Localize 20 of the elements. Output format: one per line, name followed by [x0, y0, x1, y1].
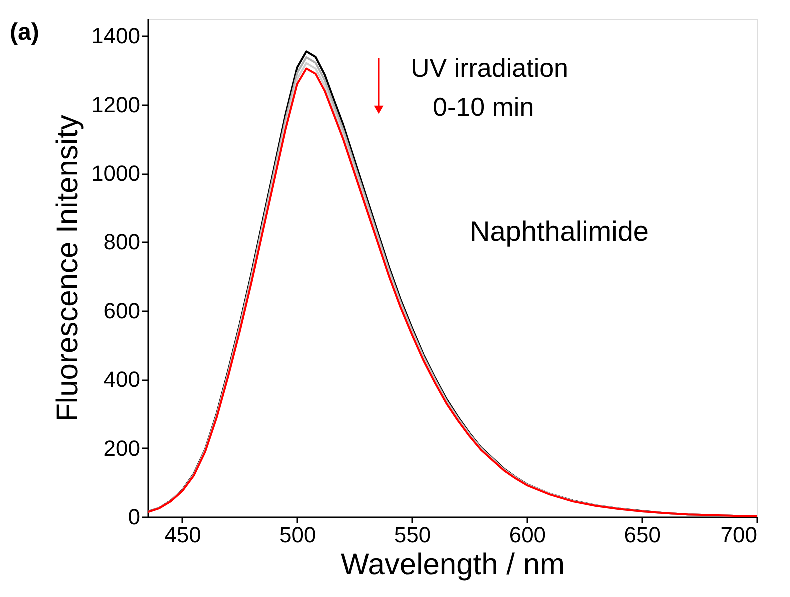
y-tick-label: 1200	[92, 92, 140, 118]
y-axis-title: Fluorescence Initensity	[52, 115, 85, 422]
x-tick-label: 450	[164, 522, 202, 548]
x-axis-title: Wavelength / nm	[341, 548, 565, 582]
y-tick-label: 1000	[92, 161, 140, 186]
x-tick-label: 500	[280, 522, 316, 548]
y-tick-label: 0	[128, 504, 140, 530]
x-tick-label: 600	[509, 522, 546, 548]
annotation: Naphthalimide	[470, 216, 649, 247]
x-tick-label: 700	[720, 522, 758, 548]
y-tick-label: 400	[104, 367, 140, 392]
text: (a)	[10, 19, 40, 46]
annotation: UV irradiation	[411, 53, 569, 83]
y-tick-label: 600	[104, 298, 140, 324]
annotation: 0-10 min	[433, 92, 534, 122]
x-tick-label: 650	[624, 522, 661, 548]
x-tick-label: 550	[394, 522, 432, 548]
y-tick-label: 1400	[92, 24, 140, 49]
y-tick-label: 200	[104, 436, 140, 461]
y-tick-label: 800	[104, 230, 140, 255]
